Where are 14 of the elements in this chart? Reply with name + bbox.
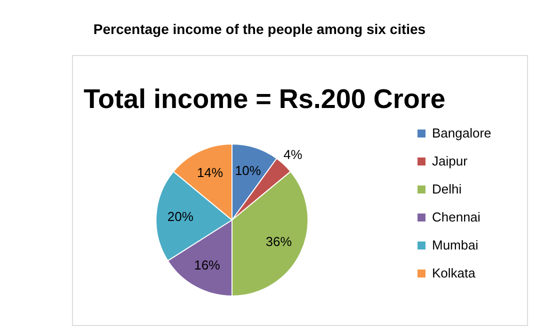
data-label: 10%	[234, 162, 262, 178]
legend-label: Bangalore	[432, 126, 492, 140]
legend-label: Mumbai	[432, 238, 478, 252]
legend-label: Chennai	[432, 210, 481, 224]
legend-label: Kolkata	[432, 266, 476, 280]
data-label: 14%	[196, 165, 224, 180]
data-label: 36%	[266, 234, 292, 250]
data-label: 4%	[283, 147, 303, 162]
data-label: 20%	[167, 208, 194, 224]
legend-label: Delhi	[432, 182, 462, 196]
chart-subtitle: Total income = Rs.200 Crore	[84, 84, 446, 114]
legend-label: Jaipur	[432, 154, 468, 168]
chart-title: Percentage income of the people among six cities	[93, 21, 426, 37]
data-label: 16%	[194, 257, 221, 272]
